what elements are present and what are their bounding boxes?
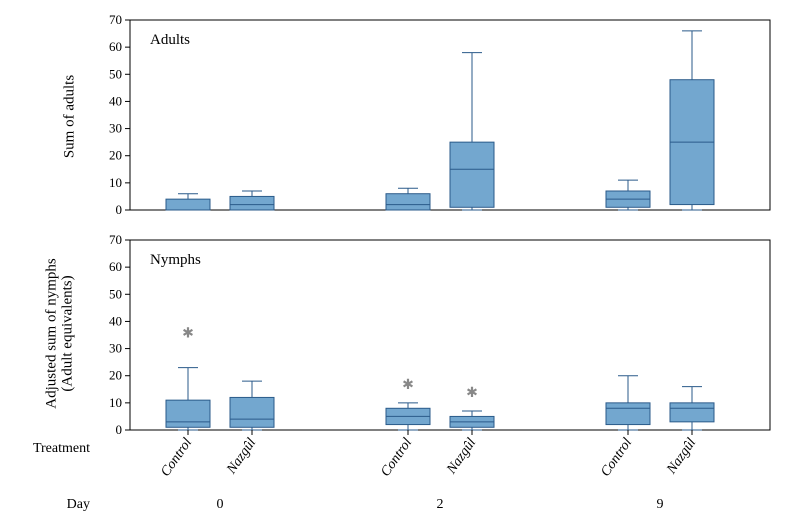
ytick-label: 40 xyxy=(109,93,122,108)
category-label: Nazgûl xyxy=(664,436,700,478)
ytick-label: 20 xyxy=(109,148,122,163)
outlier-marker: ✱ xyxy=(402,378,414,393)
ytick-label: 60 xyxy=(109,39,122,54)
day-label: 9 xyxy=(657,497,664,512)
ytick-label: 30 xyxy=(109,341,122,356)
ylabel-nymphs-2: (Adult equivalents) xyxy=(60,244,77,424)
box xyxy=(230,397,274,427)
panel-label-adults: Adults xyxy=(150,32,190,48)
ylabel-nymphs-1: Adjusted sum of nymphs xyxy=(44,234,61,434)
treatment-row-label: Treatment xyxy=(33,441,90,456)
day-label: 0 xyxy=(217,497,224,512)
category-label: Nazgûl xyxy=(224,436,260,478)
ytick-label: 30 xyxy=(109,121,122,136)
category-label: Nazgûl xyxy=(444,436,480,478)
panel-frame-nymphs xyxy=(130,240,770,430)
ytick-label: 70 xyxy=(109,232,122,247)
ytick-label: 50 xyxy=(109,66,122,81)
ytick-label: 10 xyxy=(109,175,122,190)
box xyxy=(450,142,494,207)
day-label: 2 xyxy=(437,497,444,512)
ytick-label: 10 xyxy=(109,395,122,410)
panel-label-nymphs: Nymphs xyxy=(150,252,201,268)
box xyxy=(606,403,650,425)
boxplot-figure: 010203040506070Adults010203040506070Nymp… xyxy=(0,0,787,524)
box xyxy=(166,400,210,427)
box xyxy=(670,403,714,422)
day-row-label: Day xyxy=(67,497,90,512)
ytick-label: 70 xyxy=(109,12,122,27)
ytick-label: 20 xyxy=(109,368,122,383)
ytick-label: 0 xyxy=(116,202,123,217)
category-label: Control xyxy=(158,436,195,480)
box xyxy=(230,196,274,210)
ytick-label: 50 xyxy=(109,286,122,301)
ylabel-adults: Sum of adults xyxy=(62,27,79,207)
ytick-label: 60 xyxy=(109,259,122,274)
box xyxy=(386,194,430,210)
ytick-label: 0 xyxy=(116,422,123,437)
ytick-label: 40 xyxy=(109,313,122,328)
outlier-marker: ✱ xyxy=(182,326,194,341)
category-label: Control xyxy=(598,436,635,480)
box xyxy=(166,199,210,210)
category-label: Control xyxy=(378,436,415,480)
outlier-marker: ✱ xyxy=(466,386,478,401)
